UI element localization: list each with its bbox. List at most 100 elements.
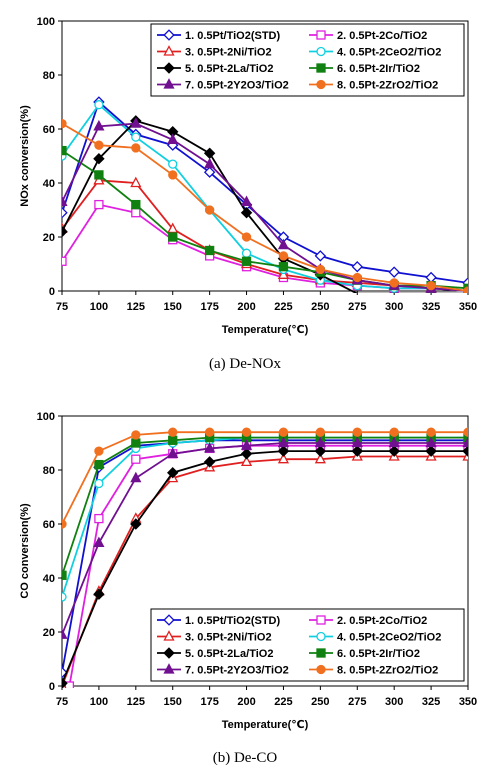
deco-y-tick-label: 60 (43, 519, 55, 531)
deco-legend-marker (163, 647, 175, 659)
denox-legend-label: 8. 0.5Pt-2ZrO2/TiO2 (337, 80, 438, 92)
denox-caption: (a) De-NOx (208, 356, 282, 372)
deco-series-4-0-5pt-2ceo2-tio2 (62, 432, 468, 602)
deco-data-point (94, 459, 104, 470)
denox-data-point (93, 173, 105, 185)
deco-data-point (389, 427, 399, 437)
denox-data-point (277, 238, 290, 250)
deco-legend-marker (316, 631, 326, 642)
deco-legend-label: 2. 0.5Pt-2Co/TiO2 (337, 615, 427, 627)
deco-data-point (278, 427, 289, 437)
denox-data-point (62, 118, 67, 129)
deco-legend-item: 8. 0.5Pt-2ZrO2/TiO2 (309, 665, 438, 677)
deco-data-point (462, 445, 468, 457)
deco-data-point (167, 447, 179, 458)
deco-legend-label: 3. 0.5Pt-2Ni/TiO2 (185, 632, 272, 644)
deco-legend-marker (163, 630, 175, 641)
denox-y-tick-label: 0 (49, 286, 55, 298)
deco-caption: (b) De-CO (212, 750, 278, 766)
denox-series-4-0-5pt-2ceo2-tio2 (62, 100, 468, 293)
deco-legend-item: 5. 0.5Pt-2La/TiO2 (157, 647, 273, 660)
deco-data-point (388, 445, 400, 457)
denox-x-tick-label: 150 (164, 301, 182, 313)
deco-legend-marker (163, 663, 175, 674)
denox-legend-marker (163, 62, 175, 74)
denox-data-point (351, 260, 363, 273)
denox-legend-marker (316, 79, 326, 90)
deco-data-point (62, 592, 67, 602)
denox-x-tick-label: 275 (348, 301, 366, 313)
deco-data-point (463, 427, 468, 437)
deco-x-axis-label: Temperature(℃) (222, 719, 309, 731)
denox-data-point (241, 256, 252, 266)
deco-x-tick-label: 300 (385, 696, 403, 708)
deco-y-tick-label: 40 (43, 573, 55, 585)
deco-legend-box (150, 608, 465, 682)
denox-x-tick-label: 125 (127, 301, 145, 313)
deco-plot-frame (61, 415, 469, 687)
denox-y-tick-label: 40 (43, 178, 55, 190)
denox-series-line (62, 122, 468, 292)
deco-data-point (167, 466, 179, 479)
deco-data-point (62, 519, 67, 529)
deco-legend-item: 3. 0.5Pt-2Ni/TiO2 (157, 630, 272, 644)
deco-data-point (351, 436, 363, 448)
denox-x-tick-label: 325 (422, 301, 440, 313)
denox-legend-label: 6. 0.5Pt-2Ir/TiO2 (337, 63, 420, 75)
denox-data-point (62, 206, 68, 219)
deco-data-point (62, 666, 68, 679)
deco-data-point (93, 588, 105, 600)
deco-legend-marker (316, 615, 326, 625)
denox-data-point (425, 271, 437, 284)
deco-x-tick-label: 75 (56, 696, 68, 708)
denox-data-point (388, 266, 400, 278)
deco-series-line (62, 439, 468, 673)
deco-data-point (277, 436, 290, 448)
denox-series-line (62, 119, 468, 293)
denox-data-point (315, 264, 326, 275)
deco-data-point (240, 439, 253, 450)
deco-x-tick-label: 250 (311, 696, 329, 708)
denox-y-axis-label: NOx conversion(%) (19, 105, 31, 207)
denox-x-tick-label: 250 (311, 301, 329, 313)
denox-data-point (62, 225, 68, 238)
deco-data-point (277, 445, 290, 457)
deco-data-point (315, 427, 326, 437)
denox-x-tick-label: 350 (459, 301, 477, 313)
denox-series-6-0-5pt-2ir-tio2 (62, 145, 468, 293)
denox-y-tick-label: 20 (43, 232, 55, 244)
denox-legend-marker (316, 30, 326, 40)
denox-data-point (94, 199, 104, 210)
deco-data-point (314, 452, 326, 464)
denox-data-point (241, 248, 252, 258)
deco-panel: 0 20 40 60 80 100 75 100 125 150 175 200 225 250 275 30… (0, 390, 490, 780)
denox-x-tick-label: 175 (200, 301, 218, 313)
deco-data-point (462, 436, 468, 448)
deco-x-tick-label: 325 (422, 696, 440, 708)
deco-data-point (62, 677, 68, 688)
deco-data-point (204, 442, 216, 453)
denox-data-point (62, 256, 67, 266)
denox-chart: 0 20 40 60 80 100 75 100 125 150 175 200 225 250 275 30… (19, 16, 477, 336)
denox-legend-item: 5. 0.5Pt-2La/TiO2 (157, 62, 273, 75)
denox-data-point (131, 143, 141, 153)
deco-x-tick-label: 350 (459, 696, 477, 708)
denox-legend-label: 2. 0.5Pt-2Co/TiO2 (337, 30, 427, 42)
denox-data-point (204, 245, 215, 256)
deco-y-tick-label: 0 (49, 681, 55, 693)
denox-data-point (240, 206, 253, 219)
denox-legend-item: 7. 0.5Pt-2Y2O3/TiO2 (157, 78, 289, 92)
denox-legend-item: 1. 0.5Pt/TiO2(STD) (157, 29, 280, 42)
deco-chart: 0 20 40 60 80 100 75 100 125 150 175 200 225 250 275 30… (19, 411, 477, 731)
deco-legend-label: 5. 0.5Pt-2La/TiO2 (185, 648, 273, 660)
deco-data-point (426, 427, 436, 437)
deco-data-point (168, 435, 178, 445)
denox-data-point (203, 147, 216, 160)
deco-series-line (62, 436, 468, 598)
denox-series-line (62, 100, 468, 284)
denox-series-line (62, 203, 468, 292)
deco-legend-item: 6. 0.5Pt-2Ir/TiO2 (309, 648, 420, 660)
denox-legend-item: 3. 0.5Pt-2Ni/TiO2 (157, 45, 272, 59)
deco-series-line (62, 455, 468, 687)
denox-legend-marker (163, 78, 175, 89)
